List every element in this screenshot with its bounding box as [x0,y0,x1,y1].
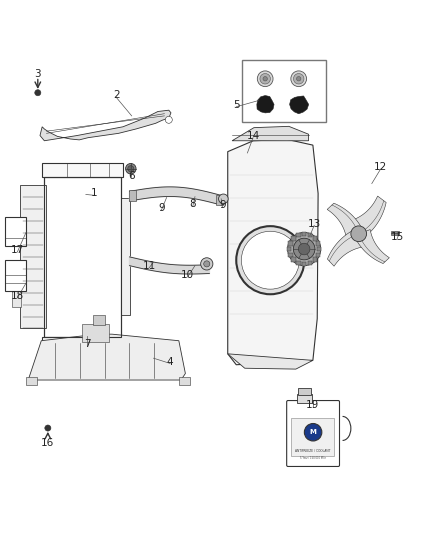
Polygon shape [354,230,389,263]
Bar [291,236,296,241]
Circle shape [236,226,304,294]
Text: 9: 9 [158,203,165,213]
Text: M: M [310,429,317,435]
Text: 3: 3 [35,69,41,79]
Bar [313,236,317,241]
Text: 13: 13 [307,219,321,229]
Circle shape [126,164,136,174]
Bar [5,260,26,290]
Text: 2: 2 [113,91,120,100]
Polygon shape [257,95,274,113]
Polygon shape [351,196,386,239]
Text: 5 Year / 150,000 Mile: 5 Year / 150,000 Mile [300,456,326,459]
Text: 5: 5 [233,100,240,110]
Bar [307,233,312,237]
Bar [242,60,325,122]
Bar [307,261,312,265]
Bar [313,257,317,262]
Circle shape [297,77,301,81]
Circle shape [257,71,273,87]
Bar [296,261,300,265]
Polygon shape [228,140,318,365]
Bar [392,231,399,235]
Bar [302,262,306,266]
Bar [316,241,320,246]
Text: 6: 6 [128,171,135,181]
Text: 11: 11 [142,261,156,271]
Bar [316,253,320,257]
Bar [296,233,300,237]
Bar [302,232,306,236]
Polygon shape [327,229,364,266]
Bar [287,247,291,251]
Bar [288,241,293,246]
Bar [20,185,46,328]
Polygon shape [232,126,308,141]
Text: 17: 17 [11,245,24,255]
Bar [121,198,131,316]
Polygon shape [130,257,209,274]
Bar [179,377,190,385]
Circle shape [165,116,172,123]
Text: 8: 8 [190,199,196,209]
Text: 1: 1 [91,188,98,198]
Text: 4: 4 [167,357,173,367]
Circle shape [293,74,304,84]
Bar [93,314,105,326]
Circle shape [293,238,315,260]
Text: ANTIFREEZE / COOLANT: ANTIFREEZE / COOLANT [295,449,331,453]
Bar [291,417,334,456]
Ellipse shape [219,194,228,204]
Circle shape [288,232,321,265]
Bar [297,394,312,403]
Circle shape [45,425,51,431]
Circle shape [351,226,367,241]
Bar [5,217,26,246]
Polygon shape [28,334,185,380]
Bar [129,190,136,201]
Bar [44,176,121,337]
Text: 9: 9 [219,200,226,211]
Text: 15: 15 [391,232,404,242]
Bar [298,389,311,395]
Bar [12,218,21,236]
Polygon shape [228,354,313,369]
Circle shape [263,77,267,81]
Text: 19: 19 [306,400,319,410]
Text: 14: 14 [247,131,260,141]
Polygon shape [290,96,309,114]
Text: 16: 16 [41,438,54,448]
Bar [82,324,109,342]
Text: 12: 12 [374,162,387,172]
Circle shape [128,166,134,172]
Circle shape [241,231,299,289]
Bar [42,164,123,176]
Circle shape [204,261,210,267]
Bar [216,195,223,205]
Circle shape [291,71,307,87]
Text: 10: 10 [181,270,194,280]
Polygon shape [40,110,171,141]
Circle shape [298,243,310,255]
Bar [317,247,321,251]
Bar [26,377,37,385]
Circle shape [260,74,270,84]
Text: 7: 7 [84,339,91,349]
Circle shape [35,90,41,96]
Circle shape [304,424,322,441]
Bar [291,257,296,262]
Circle shape [201,258,213,270]
Bar [42,337,123,350]
Text: 18: 18 [11,291,24,301]
Bar [288,253,293,257]
Polygon shape [130,187,223,205]
FancyBboxPatch shape [287,400,339,466]
Polygon shape [327,203,364,238]
Bar [12,289,21,307]
Bar [44,176,121,337]
